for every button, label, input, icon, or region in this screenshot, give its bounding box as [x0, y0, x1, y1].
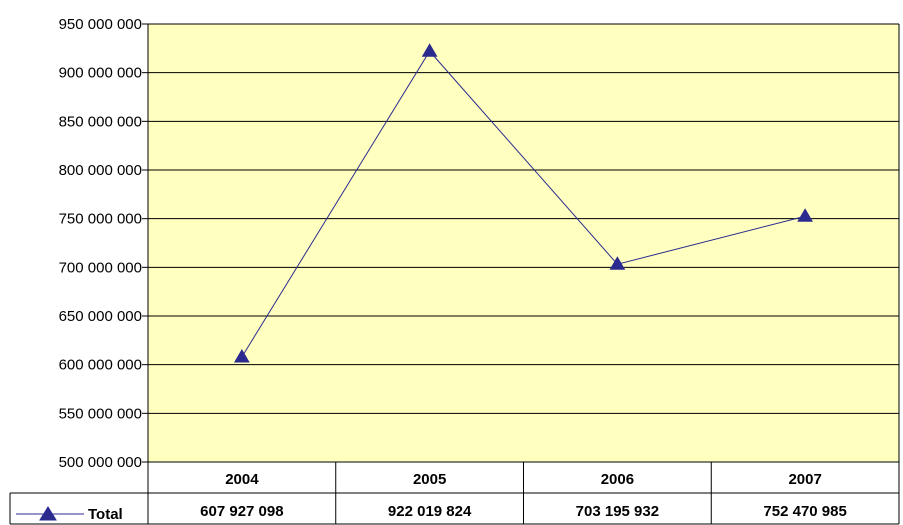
plot-area: [148, 24, 899, 462]
category-label: 2005: [413, 471, 446, 488]
data-point-marker: [797, 208, 813, 222]
data-label: 752 470 985: [763, 503, 846, 520]
legend-triangle-icon: [39, 506, 57, 521]
data-point-marker: [234, 348, 250, 363]
series-total: [234, 43, 813, 363]
y-tick-label: 500 000 000: [59, 454, 142, 471]
data-point-marker: [609, 256, 626, 270]
y-tick-label: 650 000 000: [59, 308, 142, 325]
y-tick-label: 800 000 000: [59, 162, 142, 179]
data-point-marker: [421, 43, 438, 57]
y-tick-label: 750 000 000: [59, 211, 142, 228]
series-line: [241, 50, 806, 358]
y-tick-label: 950 000 000: [59, 16, 142, 33]
category-label: 2004: [225, 471, 259, 488]
category-label: 2006: [601, 471, 634, 488]
y-tick-label: 900 000 000: [59, 65, 142, 82]
y-tick-label: 600 000 000: [59, 357, 142, 374]
y-axis: 500 000 000 550 000 000 600 000 000 650 000…: [59, 16, 900, 524]
gridlines: [148, 23, 899, 463]
data-label: 703 195 932: [576, 503, 659, 520]
y-tick-label: 700 000 000: [59, 259, 142, 276]
data-label: 922 019 824: [388, 503, 472, 520]
legend-label: Total: [88, 506, 123, 523]
category-label: 2007: [788, 471, 821, 488]
y-tick-label: 550 000 000: [59, 405, 142, 422]
y-tick-label: 850 000 000: [59, 113, 142, 130]
data-label: 607 927 098: [200, 503, 283, 520]
data-table: 2004 2005 2006 2007 607 927 098 922 019 824 70…: [9, 461, 900, 525]
